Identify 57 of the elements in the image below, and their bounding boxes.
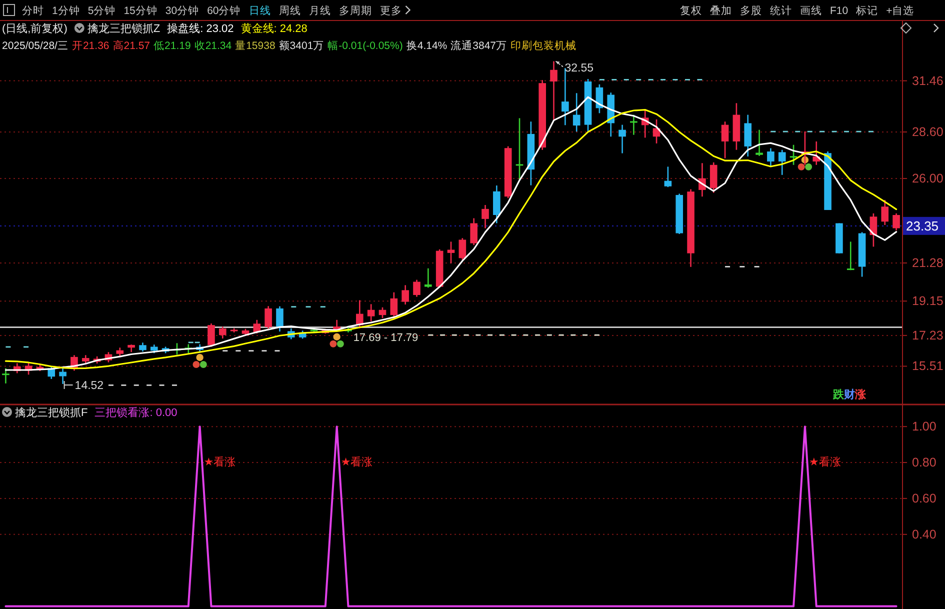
point (333, 333, 340, 340)
data-label: ★看涨 (204, 456, 236, 469)
text: 日线 (248, 4, 271, 17)
text: 多周期 (338, 5, 372, 17)
text: 更多 (380, 5, 402, 17)
y-tick-label: 0.80 (912, 456, 936, 470)
text: 30分钟 (165, 5, 200, 17)
annotation: 32.55 (564, 62, 594, 74)
chart-title: 擒龙三把锁抓F (15, 406, 88, 419)
text: 叠加 (710, 4, 732, 17)
annotation: 收21.34 (194, 40, 232, 52)
text: 多股 (740, 5, 762, 17)
y-tick-label: 28.60 (912, 124, 944, 139)
data-label: ★看涨 (340, 456, 373, 469)
annotation: 印刷包装机械 (510, 39, 576, 52)
chart-subtitle: 擒龙三把锁抓Z (87, 22, 160, 35)
text: 统计 (770, 4, 792, 17)
annotation: 高21.57 (112, 39, 150, 52)
series-label: 17.69 - 17.79 (353, 332, 418, 344)
text: 1分钟 (52, 5, 80, 17)
annotation: 幅-0.01(-0.05%) (328, 40, 403, 52)
y-tick-label: 31.46 (912, 74, 944, 88)
text: 15分钟 (124, 5, 158, 17)
text: 画线 (800, 4, 822, 17)
text: 操盘线: 23.02 (167, 22, 234, 35)
point (196, 354, 204, 362)
text: 三把锁看涨: 0.00 (94, 406, 178, 419)
text: 标记 (855, 5, 878, 17)
text: 复权 (680, 5, 702, 17)
annotation: 换4.14% (406, 40, 448, 52)
y-tick-label: 19.15 (912, 294, 944, 308)
y-tick-label: 17.23 (912, 328, 944, 342)
text: 周线 (278, 4, 301, 17)
data-label: ★看涨 (808, 456, 841, 469)
text: +自选 (886, 4, 914, 17)
y-tick-label: 0.60 (912, 491, 936, 506)
y-tick-label: 15.51 (912, 359, 944, 374)
annotation: 量15938 (235, 40, 276, 52)
text: 5分钟 (88, 5, 116, 17)
y-tick-label: 1.00 (912, 420, 936, 434)
text: 分时 (22, 4, 44, 17)
y-tick-label: 0.40 (912, 527, 936, 542)
ref-line-label: 23.35 (906, 218, 939, 234)
text: 黄金线: 24.28 (240, 22, 308, 35)
annotation: 2025/05/28/三 (2, 40, 68, 52)
annotation: 开21.36 (72, 40, 110, 52)
annotation: 低21.19 (154, 40, 191, 52)
y-tick-label: 21.28 (912, 256, 944, 270)
annotation: 14.52 (74, 380, 104, 392)
annotation: 跌财涨 (832, 388, 867, 401)
annotation: 额3401万 (278, 39, 324, 52)
chart-title: (日线,前复权) (2, 22, 68, 35)
text: F10 (830, 5, 848, 17)
annotation: 流通3847万 (450, 39, 507, 52)
y-tick-label: 26.00 (912, 171, 944, 186)
text: 月线 (308, 4, 331, 17)
text: 60分钟 (207, 5, 241, 17)
